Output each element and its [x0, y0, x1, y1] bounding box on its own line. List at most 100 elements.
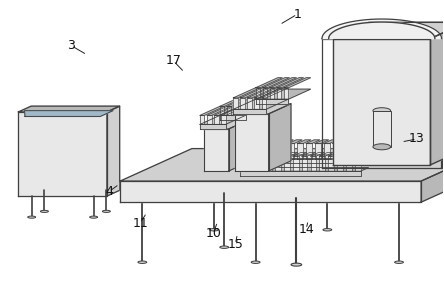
Polygon shape — [214, 106, 238, 115]
Polygon shape — [249, 156, 254, 171]
Polygon shape — [262, 98, 266, 109]
Polygon shape — [254, 88, 281, 98]
Ellipse shape — [251, 261, 260, 263]
Polygon shape — [280, 143, 285, 159]
Polygon shape — [328, 156, 334, 171]
Polygon shape — [270, 88, 274, 99]
Polygon shape — [277, 78, 304, 88]
Ellipse shape — [210, 229, 218, 231]
Polygon shape — [284, 156, 290, 171]
Text: 3: 3 — [67, 39, 75, 52]
Polygon shape — [240, 153, 254, 156]
Text: 17: 17 — [165, 54, 181, 67]
Polygon shape — [233, 98, 238, 109]
Polygon shape — [263, 88, 267, 99]
Polygon shape — [235, 159, 356, 163]
Polygon shape — [328, 153, 342, 156]
Polygon shape — [333, 143, 338, 159]
Polygon shape — [301, 156, 307, 171]
Polygon shape — [293, 153, 306, 156]
Polygon shape — [293, 156, 298, 171]
Polygon shape — [200, 106, 224, 115]
Polygon shape — [337, 153, 351, 156]
Polygon shape — [258, 153, 271, 156]
Polygon shape — [289, 143, 294, 159]
Polygon shape — [319, 153, 333, 156]
Polygon shape — [235, 155, 364, 159]
Polygon shape — [200, 115, 246, 124]
Text: 11: 11 — [132, 217, 148, 230]
Polygon shape — [319, 156, 325, 171]
Ellipse shape — [40, 210, 48, 212]
Polygon shape — [266, 156, 272, 171]
Ellipse shape — [138, 261, 147, 263]
Ellipse shape — [28, 216, 36, 218]
Polygon shape — [284, 153, 297, 156]
Polygon shape — [214, 115, 218, 124]
Polygon shape — [235, 140, 249, 143]
Polygon shape — [346, 156, 352, 171]
Polygon shape — [324, 143, 329, 159]
Polygon shape — [18, 106, 120, 112]
Polygon shape — [350, 140, 364, 143]
Polygon shape — [120, 181, 421, 202]
Polygon shape — [322, 19, 441, 39]
Polygon shape — [240, 168, 369, 171]
Polygon shape — [310, 153, 324, 156]
Polygon shape — [333, 39, 431, 165]
Polygon shape — [240, 171, 361, 176]
Polygon shape — [256, 99, 288, 104]
Polygon shape — [337, 156, 343, 171]
Polygon shape — [270, 78, 297, 88]
Polygon shape — [350, 143, 356, 159]
Text: 4: 4 — [105, 185, 113, 198]
Polygon shape — [235, 143, 241, 159]
Polygon shape — [247, 98, 252, 109]
Polygon shape — [233, 99, 288, 109]
Polygon shape — [310, 156, 316, 171]
Polygon shape — [241, 106, 246, 115]
Ellipse shape — [373, 144, 391, 150]
Polygon shape — [227, 97, 251, 106]
Polygon shape — [341, 143, 347, 159]
Polygon shape — [235, 114, 269, 171]
Polygon shape — [256, 78, 282, 88]
Polygon shape — [205, 129, 229, 171]
Polygon shape — [233, 88, 260, 98]
Polygon shape — [120, 149, 444, 181]
Polygon shape — [275, 156, 281, 171]
Polygon shape — [234, 97, 258, 106]
Polygon shape — [227, 106, 231, 115]
Polygon shape — [240, 88, 267, 98]
Polygon shape — [315, 143, 321, 159]
Polygon shape — [240, 156, 246, 171]
Polygon shape — [306, 140, 320, 143]
Polygon shape — [266, 153, 280, 156]
Polygon shape — [277, 88, 281, 99]
Polygon shape — [244, 140, 258, 143]
Polygon shape — [240, 98, 245, 109]
Text: 14: 14 — [298, 223, 314, 236]
Polygon shape — [244, 143, 250, 159]
Text: 13: 13 — [409, 133, 424, 146]
Text: 1: 1 — [293, 8, 301, 21]
Polygon shape — [200, 124, 226, 129]
Polygon shape — [220, 106, 224, 115]
Polygon shape — [275, 153, 289, 156]
Polygon shape — [341, 140, 355, 143]
Polygon shape — [258, 156, 263, 171]
Polygon shape — [284, 78, 311, 88]
Polygon shape — [289, 140, 302, 143]
Polygon shape — [431, 22, 444, 165]
Ellipse shape — [395, 261, 404, 263]
Polygon shape — [24, 111, 113, 117]
Polygon shape — [306, 143, 312, 159]
Ellipse shape — [90, 216, 98, 218]
Polygon shape — [220, 97, 244, 106]
Polygon shape — [271, 140, 285, 143]
Ellipse shape — [103, 210, 111, 212]
Polygon shape — [262, 143, 268, 159]
Polygon shape — [421, 149, 444, 202]
Ellipse shape — [220, 246, 229, 249]
Polygon shape — [247, 88, 274, 98]
